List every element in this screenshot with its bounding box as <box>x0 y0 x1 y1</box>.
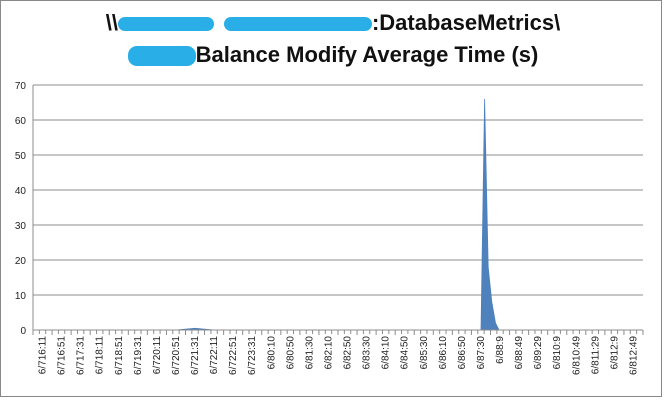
x-tick-label: 6/82:10 <box>323 336 334 370</box>
x-tick-label: 6/717:31 <box>76 336 87 375</box>
chart-title-line-2: Balance Modify Average Time (s) <box>0 42 666 68</box>
x-tick-label: 6/88:9 <box>495 336 506 364</box>
chart-title-line-1: \\ :DatabaseMetrics\ <box>0 10 666 36</box>
x-tick-label: 6/88:49 <box>514 336 525 370</box>
x-tick-label: 6/716:11 <box>38 336 49 375</box>
y-tick-label-70: 70 <box>15 81 27 92</box>
x-axis: 6/716:11 6/716:51 6/717:31 6/718:11 6/718:51… <box>32 330 644 375</box>
y-tick-label-40: 40 <box>15 186 27 197</box>
y-tick-labels: 0 10 20 30 40 50 60 70 <box>15 81 27 337</box>
x-tick-label: 6/86:50 <box>457 336 468 370</box>
x-tick-label: 6/718:51 <box>114 336 125 375</box>
x-tick-label: 6/720:11 <box>152 336 163 375</box>
y-tick-label-50: 50 <box>15 151 27 162</box>
x-tick-label: 6/89:29 <box>533 336 544 370</box>
title-prefix: \\ <box>105 10 118 35</box>
x-tick-label: 6/84:50 <box>400 336 411 370</box>
x-tick-label: 6/723:31 <box>247 336 258 375</box>
x-tick-label: 6/84:10 <box>381 336 392 370</box>
y-tick-label-0: 0 <box>20 326 26 337</box>
x-tick-label: 6/82:50 <box>343 336 354 370</box>
gridlines <box>33 84 643 296</box>
x-tick-label: 6/719:31 <box>133 336 144 375</box>
y-tick-label-30: 30 <box>15 221 27 232</box>
axes <box>32 85 643 331</box>
x-tick-label: 6/811:29 <box>590 336 601 375</box>
x-tick-label: 6/721:31 <box>190 336 201 375</box>
redacted-metric-prefix <box>127 46 196 67</box>
x-tick-label: 6/810:9 <box>552 336 563 370</box>
chart-title: Balance Modify Average Time (s) <box>195 42 539 67</box>
x-tick-label: 6/812:9 <box>609 336 620 370</box>
y-tick-label-20: 20 <box>15 256 27 267</box>
title-suffix: :DatabaseMetrics\ <box>371 10 561 35</box>
x-tick-label: 6/80:10 <box>266 336 277 370</box>
x-tick-label: 6/810:49 <box>571 336 582 375</box>
x-tick-label: 6/85:30 <box>419 336 430 370</box>
x-tick-label: 6/81:30 <box>304 336 315 370</box>
x-tick-label: 6/812:49 <box>628 336 639 375</box>
x-tick-label: 6/86:10 <box>438 336 449 370</box>
redacted-instance-name <box>223 17 372 32</box>
x-tick-label: 6/83:30 <box>362 336 373 370</box>
x-tick-label: 6/722:11 <box>209 336 220 375</box>
y-tick-label-60: 60 <box>15 116 27 127</box>
x-tick-label: 6/720:51 <box>171 336 182 375</box>
x-tick-label: 6/80:50 <box>285 336 296 370</box>
x-tick-label: 6/722:51 <box>228 336 239 375</box>
x-tick-label: 6/87:30 <box>476 336 487 370</box>
y-tick-label-10: 10 <box>15 291 27 302</box>
x-tick-label: 6/716:51 <box>57 336 68 375</box>
x-tick-label: 6/718:11 <box>95 336 106 375</box>
redacted-server-name <box>117 17 214 32</box>
